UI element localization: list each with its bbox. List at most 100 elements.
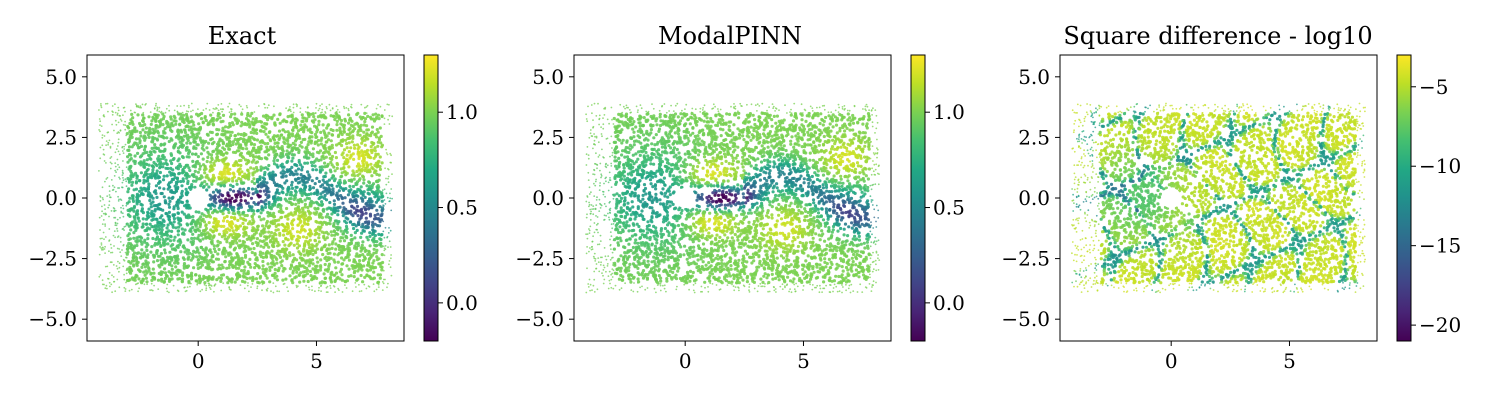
scatter-point bbox=[184, 228, 187, 231]
scatter-point bbox=[189, 222, 192, 225]
scatter-point bbox=[270, 231, 273, 234]
scatter-point bbox=[265, 146, 268, 149]
scatter-point bbox=[228, 287, 230, 289]
scatter-point bbox=[353, 244, 356, 247]
scatter-point bbox=[305, 126, 308, 129]
scatter-point bbox=[295, 126, 298, 129]
scatter-point bbox=[122, 170, 124, 172]
scatter-point bbox=[171, 268, 174, 271]
scatter-point bbox=[212, 230, 215, 233]
scatter-point bbox=[120, 255, 122, 257]
scatter-point bbox=[274, 268, 277, 271]
scatter-point bbox=[109, 140, 111, 142]
scatter-point bbox=[389, 240, 391, 242]
scatter-point bbox=[291, 134, 294, 137]
scatter-point bbox=[331, 247, 334, 250]
scatter-point bbox=[208, 282, 210, 284]
scatter-point bbox=[382, 289, 384, 291]
scatter-point bbox=[182, 245, 185, 248]
scatter-point bbox=[330, 114, 333, 117]
scatter-point bbox=[240, 147, 243, 150]
scatter-point bbox=[233, 200, 236, 203]
scatter-point bbox=[255, 169, 258, 172]
scatter-point bbox=[122, 174, 124, 176]
scatter-point bbox=[100, 196, 102, 198]
scatter-point bbox=[329, 219, 332, 222]
scatter-point bbox=[227, 211, 230, 214]
scatter-point bbox=[120, 198, 122, 200]
scatter-point bbox=[210, 258, 213, 261]
scatter-point bbox=[314, 271, 317, 274]
scatter-point bbox=[194, 170, 197, 173]
scatter-point bbox=[333, 207, 336, 210]
scatter-point bbox=[228, 234, 231, 237]
scatter-point bbox=[132, 263, 135, 266]
scatter-point bbox=[305, 111, 307, 113]
scatter-point bbox=[201, 176, 204, 179]
scatter-point bbox=[194, 153, 197, 156]
scatter-point bbox=[174, 120, 177, 123]
scatter-point bbox=[168, 292, 170, 294]
scatter-point bbox=[162, 131, 165, 134]
scatter-point bbox=[225, 231, 228, 234]
panel-title: Exact bbox=[208, 22, 277, 50]
scatter-point bbox=[261, 240, 264, 243]
scatter-point bbox=[381, 161, 384, 164]
scatter-point bbox=[222, 209, 225, 212]
scatter-point bbox=[375, 162, 378, 165]
scatter-point bbox=[124, 124, 126, 126]
scatter-point bbox=[250, 197, 253, 200]
scatter-point bbox=[326, 134, 329, 137]
scatter-point bbox=[381, 115, 384, 118]
scatter-point bbox=[218, 248, 221, 251]
scatter-point bbox=[107, 144, 109, 146]
scatter-point bbox=[295, 258, 298, 261]
scatter-point bbox=[368, 156, 371, 159]
scatter-point bbox=[336, 167, 339, 170]
scatter-point bbox=[284, 278, 287, 281]
scatter-point bbox=[226, 220, 229, 223]
scatter-point bbox=[318, 240, 321, 243]
scatter-point bbox=[190, 259, 193, 262]
scatter-point bbox=[139, 131, 142, 134]
scatter-point bbox=[184, 131, 187, 134]
scatter-point bbox=[166, 291, 168, 293]
scatter-point bbox=[202, 163, 205, 166]
scatter-point bbox=[146, 211, 149, 214]
scatter-point bbox=[384, 123, 386, 125]
scatter-point bbox=[372, 266, 375, 269]
scatter-point bbox=[321, 183, 324, 186]
scatter-point bbox=[267, 231, 270, 234]
scatter-point bbox=[204, 208, 207, 211]
scatter-point bbox=[296, 230, 299, 233]
scatter-point bbox=[272, 196, 275, 199]
scatter-point bbox=[332, 107, 334, 109]
scatter-point bbox=[358, 284, 360, 286]
scatter-point bbox=[302, 264, 305, 267]
scatter-point bbox=[269, 206, 272, 209]
scatter-point bbox=[378, 165, 381, 168]
scatter-point bbox=[157, 288, 159, 290]
scatter-point bbox=[186, 203, 189, 206]
scatter-point bbox=[151, 283, 153, 285]
scatter-point bbox=[324, 194, 327, 197]
scatter-point bbox=[754, 288, 756, 290]
scatter-point bbox=[111, 110, 113, 112]
scatter-point bbox=[306, 269, 309, 272]
scatter-point bbox=[285, 193, 288, 196]
scatter-point bbox=[351, 169, 354, 172]
scatter-point bbox=[383, 245, 385, 247]
scatter-point bbox=[313, 207, 316, 210]
scatter-point bbox=[136, 196, 139, 199]
scatter-point bbox=[180, 136, 183, 139]
scatter-point bbox=[275, 262, 278, 265]
scatter-point bbox=[120, 207, 122, 209]
scatter-point bbox=[248, 258, 251, 261]
scatter-point bbox=[341, 171, 344, 174]
scatter-point bbox=[200, 232, 203, 235]
scatter-point bbox=[118, 200, 120, 202]
scatter-point bbox=[753, 118, 756, 121]
scatter-point bbox=[294, 268, 297, 271]
scatter-point bbox=[166, 226, 169, 229]
scatter-point bbox=[301, 116, 304, 119]
